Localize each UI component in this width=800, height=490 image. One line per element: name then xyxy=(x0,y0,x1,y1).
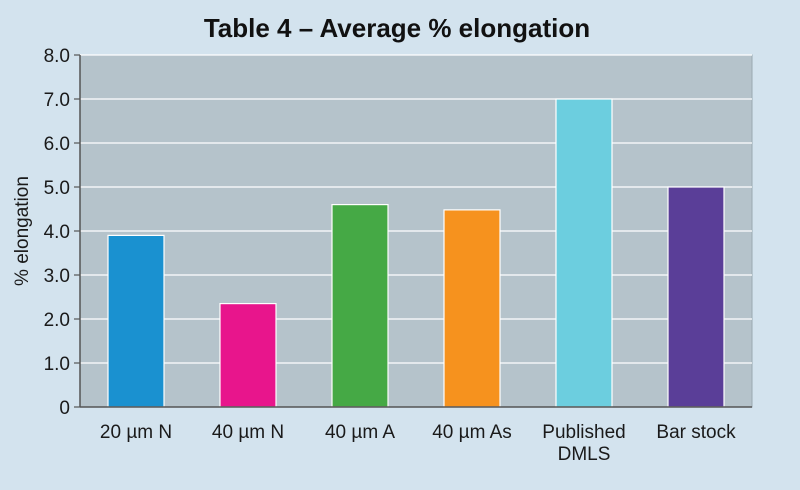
bars xyxy=(107,98,725,408)
y-tick-label: 2.0 xyxy=(44,310,70,331)
x-category-label: Published xyxy=(542,422,625,443)
y-tick-label: 7.0 xyxy=(44,90,70,111)
y-tick-label: 4.0 xyxy=(44,222,70,243)
y-tick-label: 3.0 xyxy=(44,266,70,287)
bar xyxy=(667,186,725,408)
bar xyxy=(331,204,389,408)
x-category-label: 40 µm As xyxy=(432,422,512,443)
gridlines xyxy=(80,54,752,364)
x-category-label: 40 µm A xyxy=(325,422,395,443)
bar xyxy=(219,303,277,408)
y-tick-label: 8.0 xyxy=(44,46,70,67)
chart-title: Table 4 – Average % elongation xyxy=(204,13,590,43)
x-axis-categories: 20 µm N 40 µm N 40 µm A 40 µm As PublishedDM… xyxy=(100,422,736,465)
y-tick-label: 0 xyxy=(59,398,70,419)
bar xyxy=(107,234,165,408)
y-tick-label: 6.0 xyxy=(44,134,70,155)
bar xyxy=(555,98,613,408)
x-category-label: Bar stock xyxy=(656,422,736,443)
x-category-label: 40 µm N xyxy=(212,422,284,443)
y-tick-label: 5.0 xyxy=(44,178,70,199)
x-category-label: DMLS xyxy=(558,444,611,465)
y-axis-label: % elongation xyxy=(12,176,33,286)
y-axis-ticks: 0 1.0 2.0 3.0 4.0 5.0 6.0 7.0 8.0 xyxy=(44,46,80,419)
bar xyxy=(443,209,501,408)
x-category-label: 20 µm N xyxy=(100,422,172,443)
y-tick-label: 1.0 xyxy=(44,354,70,375)
